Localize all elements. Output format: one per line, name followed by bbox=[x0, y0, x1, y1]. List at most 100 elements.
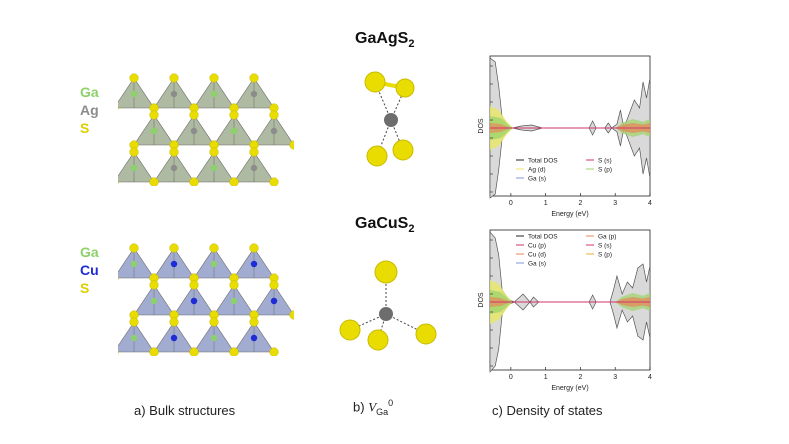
y-axis-label: DOS bbox=[478, 292, 485, 308]
legend-label: Ga (s) bbox=[528, 176, 546, 183]
s-atom bbox=[169, 243, 179, 253]
s-atom bbox=[149, 177, 159, 186]
s-atom bbox=[209, 243, 219, 253]
caption-c: c) Density of states bbox=[492, 403, 603, 418]
x-tick-label: 2 bbox=[578, 374, 582, 381]
x-tick-label: 4 bbox=[648, 200, 652, 207]
s-atom bbox=[249, 317, 259, 327]
s-atom bbox=[229, 110, 239, 120]
gacus-vacancy-structure bbox=[339, 260, 437, 351]
caption-b: b) VGa0 bbox=[353, 398, 394, 417]
s-atom bbox=[249, 243, 259, 253]
legend-label: Total DOS bbox=[528, 158, 558, 165]
metal-atom bbox=[250, 164, 258, 172]
s-atom bbox=[129, 317, 139, 327]
s-atom bbox=[229, 177, 239, 186]
y-axis-label: DOS bbox=[478, 118, 485, 134]
cu-atom bbox=[379, 307, 393, 321]
x-tick-label: 0 bbox=[509, 200, 513, 207]
legend-label: Cu (d) bbox=[528, 252, 546, 259]
legend-label: S (s) bbox=[598, 158, 612, 165]
s-atom bbox=[366, 145, 388, 167]
s-atom bbox=[209, 147, 219, 157]
legend-s: S bbox=[80, 120, 90, 136]
x-tick-label: 2 bbox=[578, 200, 582, 207]
s-atom bbox=[269, 177, 279, 186]
s-atom bbox=[209, 317, 219, 327]
ga-atom bbox=[210, 164, 218, 172]
legend-label: Cu (p) bbox=[528, 243, 546, 250]
s-atom bbox=[169, 73, 179, 83]
s-atom bbox=[395, 78, 415, 98]
x-tick-label: 1 bbox=[544, 374, 548, 381]
s-atom bbox=[392, 139, 414, 161]
s-atom bbox=[169, 317, 179, 327]
s-atom bbox=[364, 71, 386, 93]
ga-atom bbox=[210, 90, 218, 98]
s-atom bbox=[249, 73, 259, 83]
metal-atom bbox=[250, 260, 258, 268]
ga-atom bbox=[150, 127, 158, 135]
s-atom bbox=[249, 147, 259, 157]
legend-label: Ga (s) bbox=[528, 261, 546, 268]
legend-label: Total DOS bbox=[528, 234, 558, 241]
x-tick-label: 1 bbox=[544, 200, 548, 207]
caption-a: a) Bulk structures bbox=[134, 403, 236, 418]
legend-label: Ag (d) bbox=[528, 167, 546, 174]
metal-atom bbox=[190, 127, 198, 135]
ag-atom bbox=[384, 113, 398, 127]
metal-atom bbox=[170, 334, 178, 342]
s-atom bbox=[129, 147, 139, 157]
legend-gaags: Ga Ag S bbox=[80, 83, 99, 137]
s-atom bbox=[189, 110, 199, 120]
s-atom bbox=[129, 243, 139, 253]
ga-atom bbox=[130, 260, 138, 268]
metal-atom bbox=[190, 297, 198, 305]
metal-atom bbox=[270, 127, 278, 135]
dos-plot-gaags: 0 1 2 3 4 Energy (eV) DOS Total DOS Ag (d) Ga (s)… bbox=[478, 55, 652, 218]
ga-atom bbox=[230, 127, 238, 135]
metal-atom bbox=[250, 334, 258, 342]
s-atom bbox=[149, 110, 159, 120]
x-tick-label: 3 bbox=[613, 374, 617, 381]
gaags-bulk-structure bbox=[118, 73, 294, 186]
legend-label: S (p) bbox=[598, 252, 612, 259]
x-axis-label: Energy (eV) bbox=[551, 385, 588, 392]
s-atom bbox=[374, 260, 398, 284]
s-atom bbox=[269, 110, 279, 120]
s-atom bbox=[269, 347, 279, 356]
ga-atom bbox=[210, 260, 218, 268]
s-atom bbox=[229, 280, 239, 290]
s-atom bbox=[189, 177, 199, 186]
ga-atom bbox=[150, 297, 158, 305]
legend-gacus: Ga Cu S bbox=[80, 243, 99, 297]
legend-label: Ga (p) bbox=[598, 234, 616, 241]
s-atom bbox=[189, 347, 199, 356]
s-atom bbox=[209, 73, 219, 83]
s-atom bbox=[129, 73, 139, 83]
formula-gaags: GaAgS2 bbox=[355, 30, 415, 51]
legend-cu: Cu bbox=[80, 262, 99, 278]
ga-atom bbox=[210, 334, 218, 342]
legend-ag: Ag bbox=[80, 102, 99, 118]
s-atom bbox=[169, 147, 179, 157]
s-atom bbox=[415, 323, 437, 345]
legend-label: S (s) bbox=[598, 243, 612, 250]
legend-ga: Ga bbox=[80, 244, 99, 260]
gacus-bulk-structure bbox=[118, 243, 294, 356]
metal-atom bbox=[250, 90, 258, 98]
ga-atom bbox=[130, 90, 138, 98]
s-atom bbox=[229, 347, 239, 356]
legend-label: S (p) bbox=[598, 167, 612, 174]
x-tick-label: 0 bbox=[509, 374, 513, 381]
metal-atom bbox=[170, 90, 178, 98]
s-atom bbox=[149, 347, 159, 356]
s-atom bbox=[367, 329, 389, 351]
s-atom bbox=[149, 280, 159, 290]
ga-atom bbox=[230, 297, 238, 305]
legend-ga: Ga bbox=[80, 84, 99, 100]
s-atom bbox=[189, 280, 199, 290]
ga-atom bbox=[130, 334, 138, 342]
metal-atom bbox=[170, 164, 178, 172]
x-axis-label: Energy (eV) bbox=[551, 211, 588, 218]
